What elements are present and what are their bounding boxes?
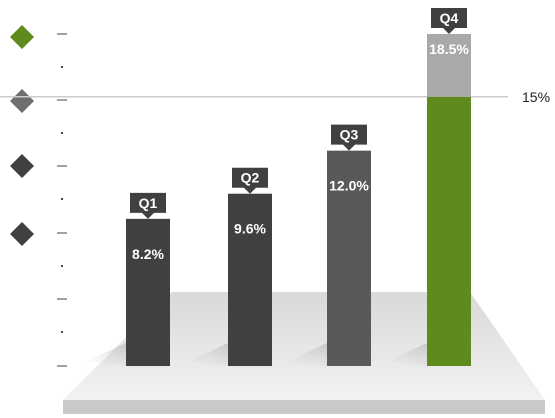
data-label-q2: 9.6% <box>234 221 266 237</box>
category-tag-q1: Q1 <box>130 192 166 219</box>
axis-tick-minor <box>61 331 63 333</box>
axis-tick-minor <box>61 132 63 134</box>
category-tag-shape <box>130 192 166 219</box>
data-label-q4: 18.5% <box>429 41 469 57</box>
axis-tick-minor <box>61 265 63 267</box>
reference-line-label: 15% <box>522 89 550 105</box>
category-label-q2: Q2 <box>241 170 260 186</box>
bar-q4 <box>427 96 471 366</box>
data-label-q3: 12.0% <box>329 178 369 194</box>
data-label-q1: 8.2% <box>132 246 164 262</box>
category-tag-q4: Q4 <box>431 8 467 34</box>
chart-floor <box>63 292 545 400</box>
category-tag-q3: Q3 <box>331 124 367 151</box>
category-tag-shape <box>232 167 268 194</box>
axis-tick-minor <box>61 66 63 68</box>
legend-marker-diamond <box>10 154 34 178</box>
category-label-q4: Q4 <box>440 10 459 26</box>
category-tag-q2: Q2 <box>232 167 268 194</box>
category-label-q3: Q3 <box>340 127 359 143</box>
legend-marker-diamond <box>10 89 34 113</box>
bar-q1 <box>126 218 170 366</box>
axis-tick-minor <box>61 198 63 200</box>
legend-marker-diamond <box>10 25 34 49</box>
category-tag-shape <box>431 8 467 34</box>
chart-floor-edge <box>63 400 545 414</box>
bar-q4-above-reference <box>427 34 471 97</box>
legend-marker-diamond <box>10 222 34 246</box>
category-tag-shape <box>331 124 367 151</box>
bar-q2 <box>228 193 272 366</box>
bar-q3 <box>327 150 371 366</box>
category-label-q1: Q1 <box>139 195 158 211</box>
